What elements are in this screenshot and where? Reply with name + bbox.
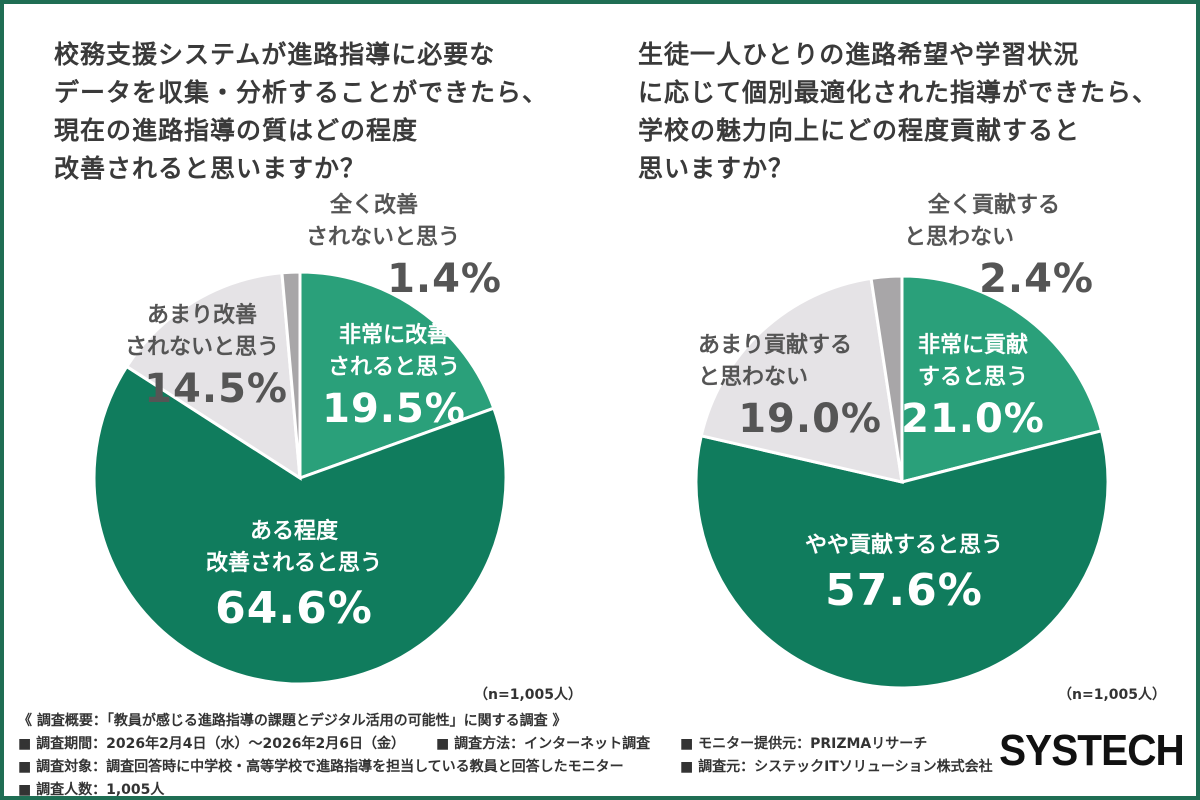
q2-slice-label-notmuch: あまり貢献する と思わない 19.0% [698,333,882,442]
footer-count: ■ 調査人数：1,005人 [18,782,165,798]
q2-slice-label-very: 非常に貢献 すると思う 21.0% [901,333,1045,442]
q2-slice-notatall [869,274,904,483]
q2-title: 生徒一人ひとりの進路希望や学習状況 に応じて個別最適化された指導ができたら、 学… [638,40,1159,183]
q1-title: 校務支援システムが進路指導に必要な データを収集・分析することができたら、 現在… [54,40,549,183]
q2-slice-somewhat [694,428,1110,690]
footer-target: ■ 調査対象：調査回答時に中学校・高等学校で進路指導を担当している教員と回答した… [18,759,624,775]
systech-logo: SYSTECH [999,726,1185,775]
footer-period: ■ 調査期間：2026年2月4日（水）〜2026年2月6日（金） [18,736,405,752]
q2-slice-label-somewhat: やや貢献すると思う 57.6% [804,533,1003,616]
q1-slice-label-notmuch: あまり改善 されないと思う 14.5% [124,303,288,412]
footer-method: ■ 調査方法：インターネット調査 [436,736,651,752]
footer-source: ■ 調査元：システックITソリューション株式会社 [680,759,993,775]
q1-slice-label-very: 非常に改善 されると思う 19.5% [322,323,466,432]
q2-sample-note: （n=1,005人） [1058,687,1166,703]
q1-slice-notatall [280,270,302,479]
q1-slice-very [298,270,496,481]
q1-slice-label-somewhat: ある程度 改善されると思う 64.6% [205,519,382,634]
footer-survey-title: 《 調査概要：「教員が感じる進路指導の課題とデジタル活用の可能性」に関する調査 … [18,713,567,729]
q2-slice-label-notatall: 全く貢献する と思わない 2.4% [904,193,1094,302]
q1-sample-note: （n=1,005人） [474,687,582,703]
infographic: 校務支援システムが進路指導に必要な データを収集・分析することができたら、 現在… [4,4,1196,798]
q1-slice-label-notatall: 全く改善 されないと思う 1.4% [306,193,502,302]
q2-slice-notmuch [699,276,904,484]
q1-slice-notmuch [124,271,302,481]
q2-slice-very [900,274,1104,484]
q1-slice-somewhat [92,364,508,686]
pie-charts [92,270,1110,690]
footer-monitor: ■ モニター提供元：PRIZMAリサーチ [680,736,928,752]
